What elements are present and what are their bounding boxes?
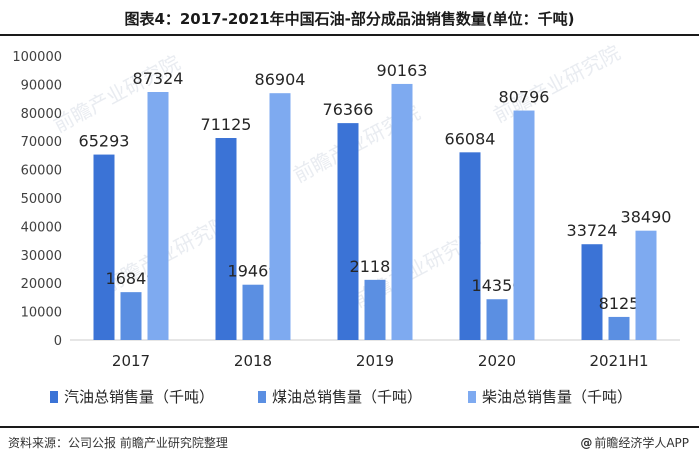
x-tick-label: 2017: [112, 352, 150, 370]
footer-divider: [0, 426, 699, 428]
y-tick-label: 100000: [12, 50, 62, 65]
watermark-2: 前瞻产业研究院: [489, 40, 624, 127]
legend-swatch-0: [50, 391, 58, 403]
y-tick-label: 80000: [21, 107, 62, 122]
y-tick-label: 40000: [21, 220, 62, 235]
credit: @ 前瞻经济学人APP: [580, 434, 689, 451]
data-label: 33724: [567, 221, 618, 240]
source-note: 资料来源：公司公报 前瞻产业研究院整理: [8, 436, 228, 450]
x-tick-label: 2020: [478, 352, 516, 370]
y-tick-label: 10000: [21, 306, 62, 321]
data-label: 19469: [228, 262, 279, 281]
bar-2018-2: [269, 93, 291, 340]
bar-2021H1-2: [635, 230, 657, 340]
bar-2020-2: [513, 110, 535, 340]
at-icon: @: [580, 436, 593, 450]
data-label: 80796: [499, 88, 550, 107]
bar-2017-2: [147, 91, 169, 340]
bar-2019-1: [364, 279, 386, 340]
y-tick-label: 50000: [21, 192, 62, 207]
data-label: 16849: [106, 269, 157, 288]
bar-2018-1: [242, 284, 264, 340]
y-tick-label: 30000: [21, 249, 62, 264]
y-tick-label: 0: [54, 334, 62, 349]
bar-2017-0: [93, 154, 115, 340]
data-label: 76366: [323, 100, 374, 119]
chart-title: 图表4：2017-2021年中国石油-部分成品油销售数量(单位：千吨): [124, 10, 575, 28]
legend-label-2: 柴油总销售量（千吨）: [482, 388, 632, 406]
bar-2018-0: [215, 138, 237, 340]
y-tick-label: 70000: [21, 135, 62, 150]
legend-swatch-2: [468, 391, 476, 403]
legend-label-0: 汽油总销售量（千吨）: [64, 388, 214, 406]
data-label: 90163: [377, 61, 428, 80]
bar-2021H1-0: [581, 244, 603, 340]
bar-2017-1: [120, 292, 142, 340]
bar-2020-1: [486, 299, 508, 340]
data-label: 21183: [350, 257, 401, 276]
y-tick-label: 90000: [21, 78, 62, 93]
x-tick-label: 2021H1: [590, 352, 649, 370]
data-label: 87324: [133, 69, 184, 88]
x-tick-label: 2018: [234, 352, 272, 370]
legend-label-1: 煤油总销售量（千吨）: [272, 388, 422, 406]
title-divider: [0, 34, 699, 36]
data-label: 38490: [621, 208, 672, 227]
data-label: 71125: [201, 115, 252, 134]
y-tick-label: 20000: [21, 277, 62, 292]
credit-label: 前瞻经济学人APP: [594, 436, 689, 450]
data-label: 8125: [599, 294, 640, 313]
bar-2020-0: [459, 152, 481, 340]
data-label: 86904: [255, 70, 306, 89]
data-label: 66084: [445, 129, 496, 148]
y-tick-label: 60000: [21, 164, 62, 179]
bar-2021H1-1: [608, 316, 630, 340]
data-label: 65293: [79, 132, 130, 151]
x-tick-label: 2019: [356, 352, 394, 370]
bar-chart: 前瞻产业研究院前瞻产业研究院前瞻产业研究院前瞻产业研究院前瞻产业研究院01000…: [12, 40, 680, 406]
bar-2019-2: [391, 83, 413, 341]
bar-2019-0: [337, 123, 359, 340]
data-label: 14350: [472, 276, 523, 295]
legend-swatch-1: [258, 391, 266, 403]
